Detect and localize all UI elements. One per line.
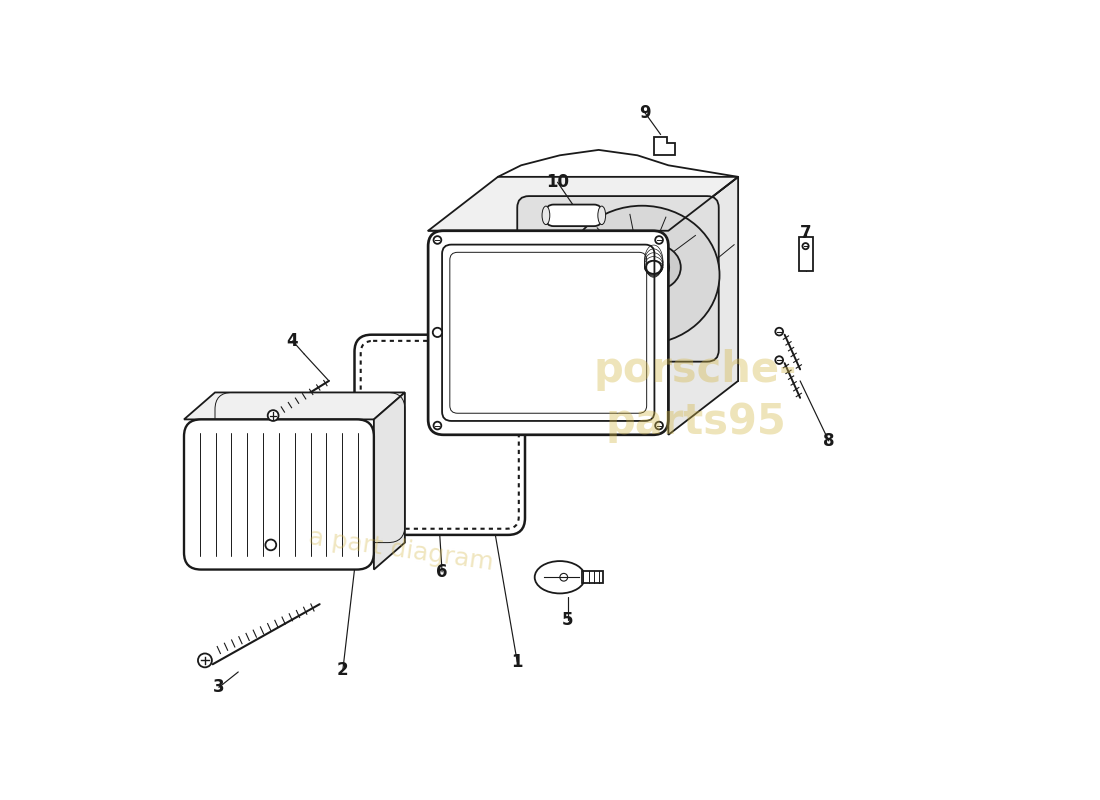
Polygon shape: [654, 137, 674, 155]
Circle shape: [656, 422, 663, 430]
Ellipse shape: [535, 561, 585, 594]
Text: 1: 1: [512, 653, 522, 671]
Ellipse shape: [627, 244, 681, 290]
Polygon shape: [184, 393, 405, 419]
Text: 8: 8: [823, 432, 835, 450]
Ellipse shape: [542, 206, 550, 225]
FancyBboxPatch shape: [546, 205, 602, 226]
FancyBboxPatch shape: [184, 419, 374, 570]
Circle shape: [656, 236, 663, 244]
FancyBboxPatch shape: [354, 334, 525, 535]
Circle shape: [433, 422, 441, 430]
Text: 5: 5: [562, 610, 573, 629]
Circle shape: [432, 328, 442, 337]
Circle shape: [265, 539, 276, 550]
Polygon shape: [498, 177, 738, 381]
Ellipse shape: [646, 261, 661, 274]
Text: 2: 2: [337, 661, 349, 678]
Text: 9: 9: [639, 104, 651, 122]
Circle shape: [267, 410, 278, 421]
Text: 3: 3: [213, 678, 224, 696]
FancyBboxPatch shape: [428, 230, 669, 435]
Text: 4: 4: [287, 332, 298, 350]
FancyBboxPatch shape: [517, 196, 718, 362]
Text: porsche-
parts95: porsche- parts95: [594, 350, 798, 443]
Circle shape: [776, 328, 783, 335]
Circle shape: [776, 356, 783, 364]
Text: a part diagram: a part diagram: [307, 526, 495, 575]
Bar: [582, 571, 603, 583]
Text: 10: 10: [546, 174, 569, 191]
Circle shape: [198, 654, 212, 667]
Circle shape: [803, 243, 808, 250]
Polygon shape: [374, 393, 405, 570]
Circle shape: [433, 236, 441, 244]
Text: 6: 6: [437, 563, 448, 581]
Polygon shape: [428, 177, 738, 230]
Ellipse shape: [564, 206, 719, 344]
Ellipse shape: [638, 254, 669, 281]
Bar: [799, 237, 813, 270]
Ellipse shape: [598, 206, 606, 225]
Polygon shape: [669, 177, 738, 435]
Text: 7: 7: [800, 224, 812, 242]
